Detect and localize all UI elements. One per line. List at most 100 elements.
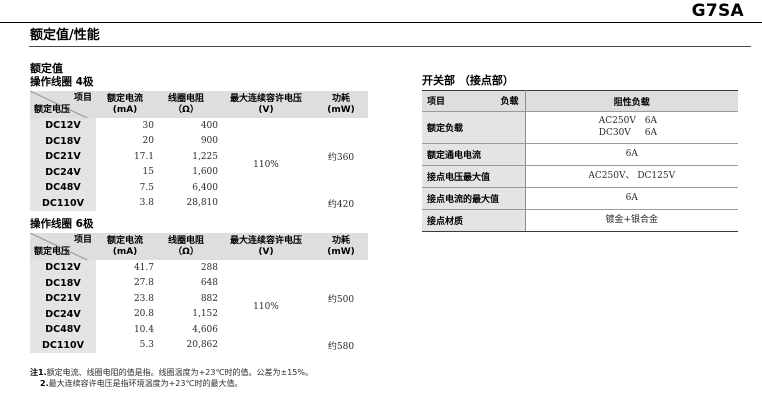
note-item: 2.最大连续容许电压是指环境温度为+23℃时的最大值。 — [30, 379, 730, 390]
rated-load-line-dc: DC30V 6A — [527, 128, 738, 140]
table-row: DC48V 7.5 6,400 — [30, 180, 368, 196]
table-row: DC18V 20 900 — [30, 133, 368, 149]
table-row: DC110V 3.8 28,810 约420 — [30, 195, 368, 211]
cell-current: 20 — [142, 136, 154, 147]
header-power-label: 功耗 — [331, 235, 350, 246]
header-current-label: 额定电流 — [106, 93, 143, 104]
table-row: DC48V 10.4 4,606 — [30, 322, 368, 338]
corner-item-label: 项目 — [73, 93, 92, 103]
corner-voltage-label: 额定电压 — [34, 105, 71, 115]
cell-current: 15 — [142, 167, 154, 178]
cell-max-voltage: 110% — [253, 301, 279, 312]
switch-column: 开关部 （接点部） 项目 负载 阻性负载 额定负载 AC250V 6A DC30V… — [422, 74, 740, 232]
cell-resistance: 4,606 — [192, 324, 218, 335]
row-label-max-contact-voltage: 接点电压最大值 — [422, 165, 526, 188]
row-value-contact-material: 镀金+银合金 — [525, 209, 738, 232]
header-divider — [0, 22, 762, 23]
table-row: DC18V 27.8 648 — [30, 275, 368, 291]
cell-resistance: 6,400 — [192, 182, 218, 193]
table-row: 接点材质 镀金+银合金 — [422, 209, 738, 232]
cell-current: 10.4 — [133, 324, 154, 335]
cell-voltage: DC18V — [30, 275, 96, 291]
table-header-row: 项目 额定电压 额定电流 (mA) 线圈电阻 （Ω） 最大连续容许电压 (V) … — [30, 233, 368, 260]
section-heading: 额定值/性能 — [29, 28, 751, 47]
corner-item-label: 项目 — [427, 97, 446, 107]
cell-voltage: DC24V — [30, 164, 96, 180]
section-divider — [29, 46, 751, 47]
cell-resistance: 20,862 — [186, 340, 219, 351]
note-text: 最大连续容许电压是指环境温度为+23℃时的最大值。 — [48, 378, 243, 388]
header-resistance-unit: （Ω） — [173, 104, 199, 115]
switch-table: 项目 负载 阻性负载 额定负载 AC250V 6A DC30V 6A 额定通电电流 … — [422, 90, 738, 232]
header-current-unit: (mA) — [112, 246, 138, 257]
header-max-voltage: 最大连续容许电压 (V) — [218, 233, 314, 260]
section-title: 额定值/性能 — [30, 28, 100, 43]
table-header-row: 项目 额定电压 额定电流 (mA) 线圈电阻 （Ω） 最大连续容许电压 (V) … — [30, 91, 368, 118]
cell-voltage: DC21V — [30, 149, 96, 165]
cell-resistance: 900 — [200, 136, 218, 147]
cell-current: 23.8 — [133, 293, 154, 304]
rated-load-ac-current: 6A — [644, 116, 657, 126]
rated-load-dc-voltage: DC30V — [598, 127, 631, 138]
ratings-group-title: 额定值 — [30, 62, 63, 75]
header-resistance: 线圈电阻 （Ω） — [154, 233, 218, 260]
table-row: 接点电流的最大值 6A — [422, 187, 738, 210]
table-row: DC24V 20.8 1,152 — [30, 306, 368, 322]
cell-resistance: 1,225 — [192, 151, 218, 162]
cell-voltage: DC48V — [30, 180, 96, 196]
coil6-table: 项目 额定电压 额定电流 (mA) 线圈电阻 （Ω） 最大连续容许电压 (V) … — [30, 233, 368, 353]
header-power: 功耗 (mW) — [314, 91, 368, 118]
table-header-row: 项目 负载 阻性负载 — [422, 90, 738, 112]
cell-resistance: 288 — [200, 262, 218, 273]
corner-cell: 项目 负载 — [422, 90, 526, 112]
cell-resistance: 28,810 — [186, 198, 219, 209]
notes-block: 注1.额定电流、线圈电阻的值是指。线圈温度为+23℃时的值。公差为±15%。 2… — [30, 368, 730, 393]
cell-resistance: 648 — [200, 278, 218, 289]
cell-current: 27.8 — [133, 278, 154, 289]
cell-current: 30 — [142, 120, 154, 131]
header-max-voltage: 最大连续容许电压 (V) — [218, 91, 314, 118]
cell-resistance: 1,152 — [192, 309, 218, 320]
cell-voltage: DC110V — [30, 195, 96, 211]
coil6-title: 操作线圈 6极 — [30, 218, 94, 230]
cell-current: 17.1 — [133, 151, 154, 162]
cell-current: 7.5 — [139, 182, 154, 193]
row-value-rated-load: AC250V 6A DC30V 6A — [525, 111, 738, 144]
row-label-rated-carry-current: 额定通电电流 — [422, 143, 526, 166]
header-resistance-label: 线圈电阻 — [167, 235, 204, 246]
header-max-voltage-label: 最大连续容许电压 — [229, 93, 302, 104]
row-value-max-contact-current: 6A — [525, 187, 738, 210]
cell-voltage: DC110V — [30, 337, 96, 353]
header-max-voltage-unit: (V) — [258, 104, 274, 115]
header-power: 功耗 (mW) — [314, 233, 368, 260]
corner-cell: 项目 额定电压 — [30, 91, 96, 118]
cell-voltage: DC21V — [30, 291, 96, 307]
cell-voltage: DC24V — [30, 306, 96, 322]
corner-voltage-label: 额定电压 — [34, 247, 71, 257]
row-value-max-contact-voltage: AC250V、 DC125V — [525, 165, 738, 188]
cell-resistance: 400 — [200, 120, 218, 131]
note-clipped-line — [30, 389, 730, 393]
cell-resistance: 1,600 — [192, 167, 218, 178]
note-number: 2. — [40, 378, 49, 388]
header-max-voltage-unit: (V) — [258, 246, 274, 257]
header-resistance-label: 线圈电阻 — [167, 93, 204, 104]
cell-voltage: DC12V — [30, 260, 96, 276]
note-item: 注1.额定电流、线圈电阻的值是指。线圈温度为+23℃时的值。公差为±15%。 — [30, 368, 730, 379]
row-label-rated-load: 额定负载 — [422, 111, 526, 144]
rated-load-line-ac: AC250V 6A — [527, 116, 738, 128]
table-row: DC12V 30 400 110% 约360 — [30, 118, 368, 170]
note-text: 额定电流、线圈电阻的值是指。线圈温度为+23℃时的值。公差为±15%。 — [46, 368, 313, 377]
corner-load-label: 负载 — [500, 97, 519, 107]
row-label-contact-material: 接点材质 — [422, 209, 526, 232]
cell-max-voltage: 110% — [253, 159, 279, 170]
cell-current: 41.7 — [133, 262, 154, 273]
header-resistance-unit: （Ω） — [173, 246, 199, 257]
table-row: 额定负载 AC250V 6A DC30V 6A — [422, 111, 738, 144]
header-current-unit: (mA) — [112, 104, 138, 115]
coil4-table: 项目 额定电压 额定电流 (mA) 线圈电阻 （Ω） 最大连续容许电压 (V) … — [30, 91, 368, 211]
corner-item-label: 项目 — [73, 235, 92, 245]
switch-section-title: 开关部 （接点部） — [422, 74, 514, 87]
notes-label: 注 — [30, 368, 38, 377]
header-current: 额定电流 (mA) — [96, 233, 154, 260]
